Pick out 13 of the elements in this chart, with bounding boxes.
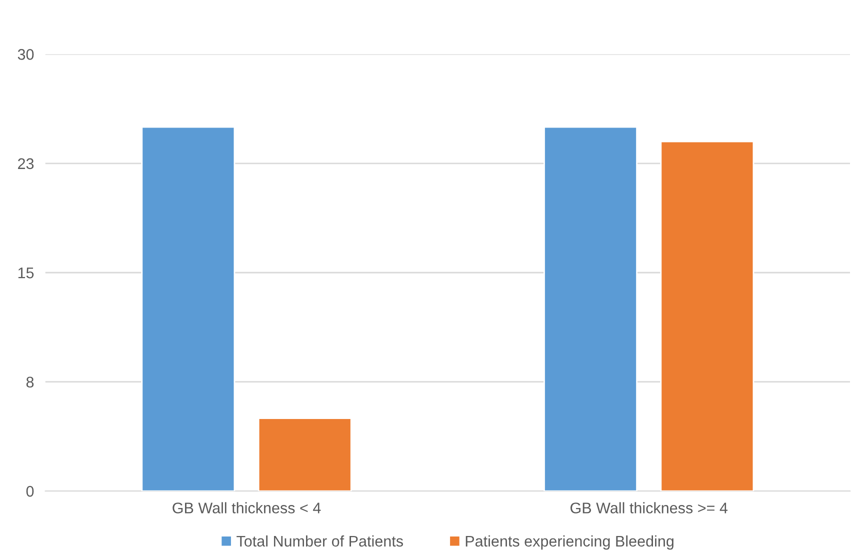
y-tick-label: 30 <box>18 49 34 60</box>
bar <box>141 126 236 492</box>
bar <box>660 140 754 492</box>
y-tick-label: 0 <box>26 486 34 497</box>
bar <box>544 126 638 492</box>
x-tick-label: GB Wall thickness >= 4 <box>570 502 728 514</box>
legend-label: Patients experiencing Bleeding <box>466 535 674 550</box>
y-tick-label: 23 <box>18 158 34 170</box>
bar <box>258 418 352 492</box>
x-tick-label: GB Wall thickness < 4 <box>172 502 321 514</box>
y-tick-label: 15 <box>18 268 34 278</box>
legend-label: Total Number of Patients <box>236 535 403 547</box>
y-tick-label: 8 <box>26 376 34 388</box>
